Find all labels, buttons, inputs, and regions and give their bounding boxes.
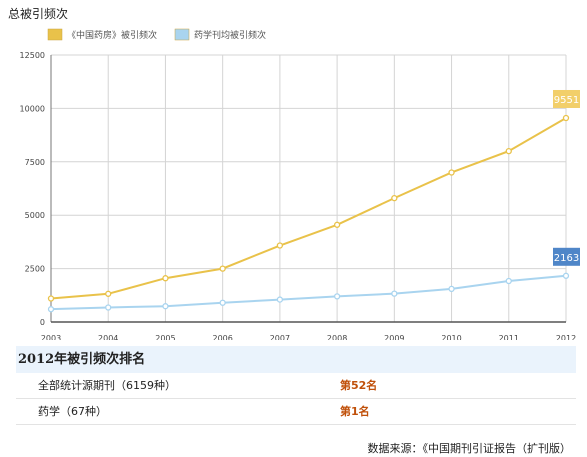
ranking-row-name: 药学（67种） [38,405,107,418]
series-line [50,274,567,311]
line-chart: 《中国药房》被引频次 药学刊均被引频次 0 2500 5000 7500 10000 1250… [20,28,580,340]
x-tick-label: 2007 [270,334,290,340]
chart-title: 总被引频次 [8,7,69,21]
data-point [162,275,169,282]
ranking-title: 2012年被引频次排名 [16,346,576,373]
data-point [105,304,112,311]
data-point [219,299,226,306]
data-point [505,277,512,285]
data-source-note: 数据来源：《中国期刊引证报告（扩刊版） [367,442,572,455]
end-value-label: 2163 [554,253,579,264]
x-tick-label: 2011 [499,334,519,340]
data-point [276,296,284,303]
data-point [448,169,455,176]
y-tick-label: 7500 [25,158,45,167]
x-tick-label: 2008 [327,334,347,340]
data-point [333,293,341,300]
legend-label: 药学刊均被引频次 [194,29,266,41]
x-tick-label: 2012 [556,334,576,340]
ranking-section: 2012年被引频次排名 全部统计源期刊（6159种） 第52名 药学（67种） … [16,346,576,425]
data-point [47,295,55,302]
x-tick-label: 2003 [41,334,61,340]
data-point [105,290,112,297]
ranking-row: 全部统计源期刊（6159种） 第52名 [16,373,576,399]
end-value-badge [553,247,580,266]
end-value-label: 9551 [554,95,579,106]
x-tick-label: 2010 [441,334,461,340]
legend-label: 《中国药房》被引频次 [67,29,157,41]
data-point [162,303,169,310]
y-tick-label: 0 [40,318,45,327]
data-point [219,265,226,272]
y-tick-label: 2500 [25,265,45,274]
ranking-row-name: 全部统计源期刊（6159种） [38,379,176,392]
end-value-badge [553,89,580,108]
data-point [562,272,570,279]
legend-swatch [174,28,190,41]
x-tick-label: 2004 [98,334,118,340]
y-tick-label: 12500 [20,51,45,60]
ranking-row-value: 第1名 [340,405,370,418]
data-point [47,306,55,313]
y-tick-label: 5000 [25,211,45,220]
data-point [276,242,284,249]
data-point [333,221,341,228]
data-point [562,114,570,122]
legend-swatch [47,28,63,41]
data-point [505,147,512,155]
x-tick-label: 2005 [155,334,175,340]
x-tick-label: 2006 [212,334,232,340]
series-line [50,117,567,300]
data-point [448,285,455,293]
data-point [391,290,398,297]
data-point [391,194,398,202]
ranking-row: 药学（67种） 第1名 [16,399,576,425]
ranking-row-value: 第52名 [340,379,378,392]
x-tick-label: 2009 [384,334,404,340]
y-tick-label: 10000 [20,104,45,113]
